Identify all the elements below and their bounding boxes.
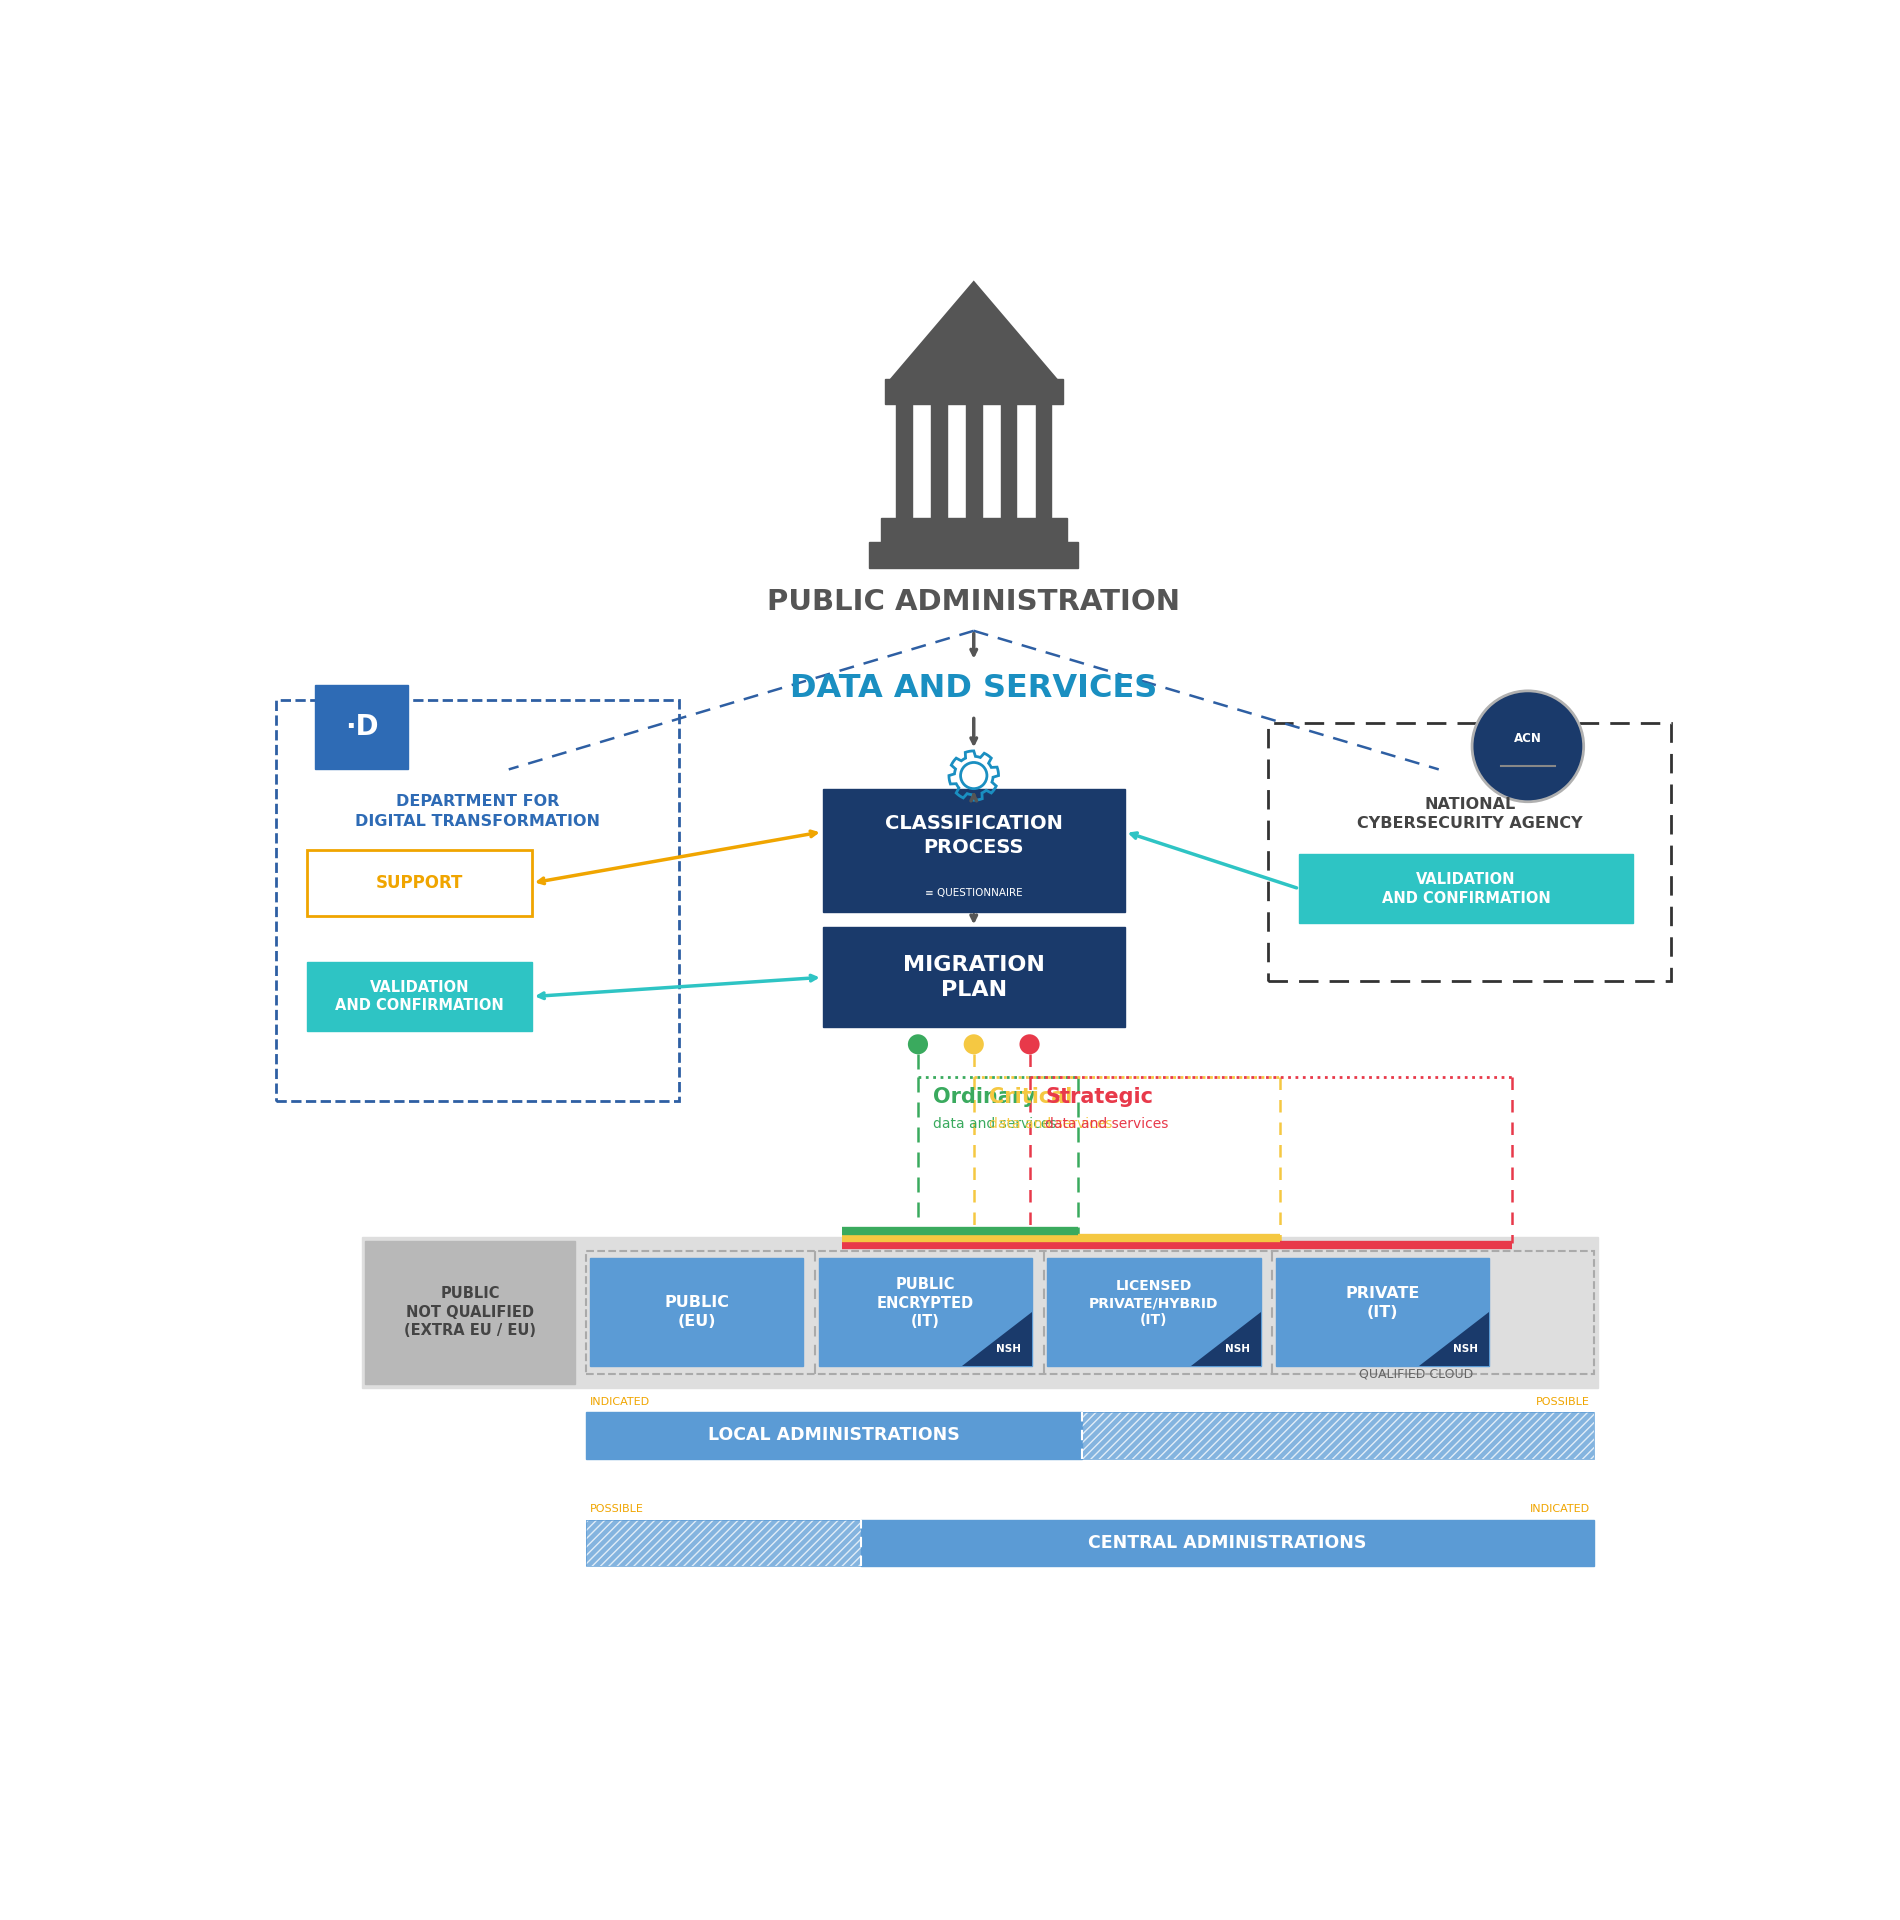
Text: data and services: data and services bbox=[1045, 1117, 1168, 1131]
Text: LOCAL ADMINISTRATIONS: LOCAL ADMINISTRATIONS bbox=[709, 1427, 960, 1444]
Bar bbox=[819, 1258, 1032, 1367]
Polygon shape bbox=[1191, 1311, 1260, 1367]
Bar bbox=[885, 378, 1062, 403]
Text: NSH: NSH bbox=[1454, 1344, 1478, 1354]
Bar bbox=[897, 403, 912, 518]
Bar bbox=[931, 403, 946, 518]
Bar bbox=[591, 1258, 804, 1367]
Bar bbox=[308, 851, 532, 916]
Text: INDICATED: INDICATED bbox=[1530, 1505, 1590, 1515]
Bar bbox=[1269, 724, 1672, 981]
Bar bbox=[315, 685, 408, 770]
Bar bbox=[1047, 1258, 1260, 1367]
Text: INDICATED: INDICATED bbox=[591, 1396, 650, 1407]
Text: MIGRATION
PLAN: MIGRATION PLAN bbox=[902, 954, 1045, 1000]
Circle shape bbox=[908, 1035, 927, 1054]
Text: NATIONAL
CYBERSECURITY AGENCY: NATIONAL CYBERSECURITY AGENCY bbox=[1357, 797, 1583, 831]
Circle shape bbox=[963, 1035, 984, 1054]
Circle shape bbox=[1472, 691, 1585, 803]
Text: PRIVATE
(IT): PRIVATE (IT) bbox=[1345, 1286, 1419, 1319]
Bar bbox=[587, 1521, 861, 1567]
Bar bbox=[308, 962, 532, 1031]
Bar bbox=[882, 518, 1066, 541]
Text: ACN: ACN bbox=[1514, 732, 1541, 745]
Text: PUBLIC
(EU): PUBLIC (EU) bbox=[665, 1296, 730, 1329]
Text: QUALIFIED CLOUD: QUALIFIED CLOUD bbox=[1358, 1367, 1474, 1380]
Text: Critical: Critical bbox=[990, 1087, 1074, 1106]
Text: ≡ QUESTIONNAIRE: ≡ QUESTIONNAIRE bbox=[925, 887, 1022, 899]
Bar bbox=[361, 1236, 1598, 1388]
Polygon shape bbox=[1419, 1311, 1490, 1367]
Polygon shape bbox=[961, 1311, 1032, 1367]
Text: data and services: data and services bbox=[990, 1117, 1113, 1131]
Text: data and services: data and services bbox=[933, 1117, 1056, 1131]
Text: POSSIBLE: POSSIBLE bbox=[1535, 1396, 1590, 1407]
Text: PUBLIC
ENCRYPTED
(IT): PUBLIC ENCRYPTED (IT) bbox=[876, 1277, 975, 1329]
Bar bbox=[823, 789, 1125, 912]
Text: ·D: ·D bbox=[344, 712, 378, 741]
Bar bbox=[587, 1413, 1083, 1459]
Bar bbox=[861, 1521, 1594, 1567]
Bar bbox=[365, 1240, 574, 1384]
Bar bbox=[965, 403, 982, 518]
Bar bbox=[1036, 403, 1051, 518]
Text: SUPPORT: SUPPORT bbox=[376, 874, 464, 893]
Bar bbox=[1083, 1413, 1594, 1459]
Text: POSSIBLE: POSSIBLE bbox=[591, 1505, 644, 1515]
Text: DEPARTMENT FOR
DIGITAL TRANSFORMATION: DEPARTMENT FOR DIGITAL TRANSFORMATION bbox=[355, 795, 600, 829]
Circle shape bbox=[1020, 1035, 1039, 1054]
Text: Strategic: Strategic bbox=[1045, 1087, 1153, 1106]
Bar bbox=[587, 1250, 1594, 1375]
Text: CENTRAL ADMINISTRATIONS: CENTRAL ADMINISTRATIONS bbox=[1089, 1534, 1366, 1551]
Text: PUBLIC ADMINISTRATION: PUBLIC ADMINISTRATION bbox=[768, 588, 1180, 616]
Text: Ordinary: Ordinary bbox=[933, 1087, 1036, 1106]
Text: NSH: NSH bbox=[996, 1344, 1020, 1354]
Bar bbox=[1300, 854, 1632, 924]
Text: VALIDATION
AND CONFIRMATION: VALIDATION AND CONFIRMATION bbox=[1381, 872, 1550, 906]
Bar bbox=[823, 927, 1125, 1027]
Bar bbox=[587, 1521, 861, 1567]
Polygon shape bbox=[889, 280, 1058, 380]
Bar bbox=[868, 541, 1079, 568]
Bar bbox=[1001, 403, 1017, 518]
Text: PUBLIC
NOT QUALIFIED
(EXTRA EU / EU): PUBLIC NOT QUALIFIED (EXTRA EU / EU) bbox=[405, 1286, 536, 1338]
Text: VALIDATION
AND CONFIRMATION: VALIDATION AND CONFIRMATION bbox=[334, 979, 504, 1014]
Bar bbox=[1083, 1413, 1594, 1459]
Text: DATA AND SERVICES: DATA AND SERVICES bbox=[790, 674, 1157, 705]
Text: CLASSIFICATION
PROCESS: CLASSIFICATION PROCESS bbox=[885, 814, 1062, 856]
Bar bbox=[276, 701, 680, 1100]
Bar bbox=[1277, 1258, 1490, 1367]
Text: LICENSED
PRIVATE/HYBRID
(IT): LICENSED PRIVATE/HYBRID (IT) bbox=[1089, 1279, 1218, 1327]
Text: NSH: NSH bbox=[1226, 1344, 1250, 1354]
